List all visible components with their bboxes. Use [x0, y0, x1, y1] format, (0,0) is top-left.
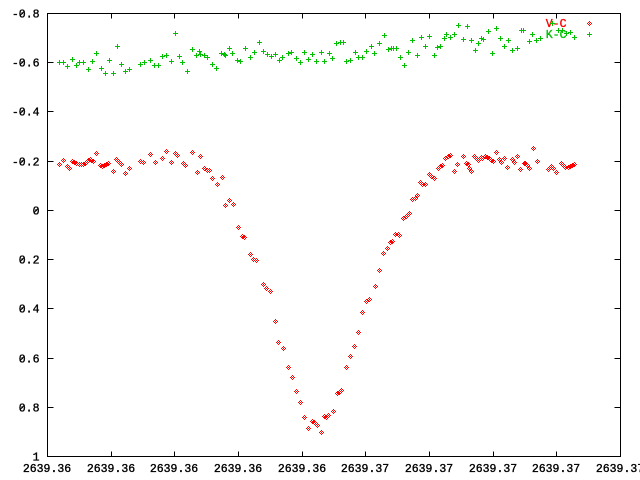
svg-text:-0.8: -0.8 [12, 8, 40, 21]
svg-text:0: 0 [33, 205, 40, 218]
svg-text:-0.2: -0.2 [12, 156, 40, 169]
svg-text:0.8: 0.8 [19, 402, 40, 415]
svg-text:V-C: V-C [546, 18, 567, 31]
svg-text:2639.36: 2639.36 [87, 463, 135, 476]
svg-text:2639.36: 2639.36 [150, 463, 198, 476]
svg-text:0.2: 0.2 [19, 254, 40, 267]
svg-text:-0.4: -0.4 [12, 106, 40, 119]
svg-text:1: 1 [33, 451, 40, 464]
svg-text:2639.37: 2639.37 [532, 463, 580, 476]
svg-text:2639.36: 2639.36 [214, 463, 262, 476]
svg-text:2639.37: 2639.37 [341, 463, 389, 476]
svg-text:2639.37: 2639.37 [469, 463, 517, 476]
svg-text:0.6: 0.6 [19, 353, 40, 366]
svg-text:2639.36: 2639.36 [278, 463, 326, 476]
svg-text:-0.6: -0.6 [12, 57, 40, 70]
svg-text:K-C: K-C [546, 29, 567, 42]
svg-text:2639.36: 2639.36 [23, 463, 71, 476]
svg-text:0.4: 0.4 [19, 303, 40, 316]
svg-text:2639.37: 2639.37 [405, 463, 453, 476]
svg-text:2639.37: 2639.37 [596, 463, 640, 476]
